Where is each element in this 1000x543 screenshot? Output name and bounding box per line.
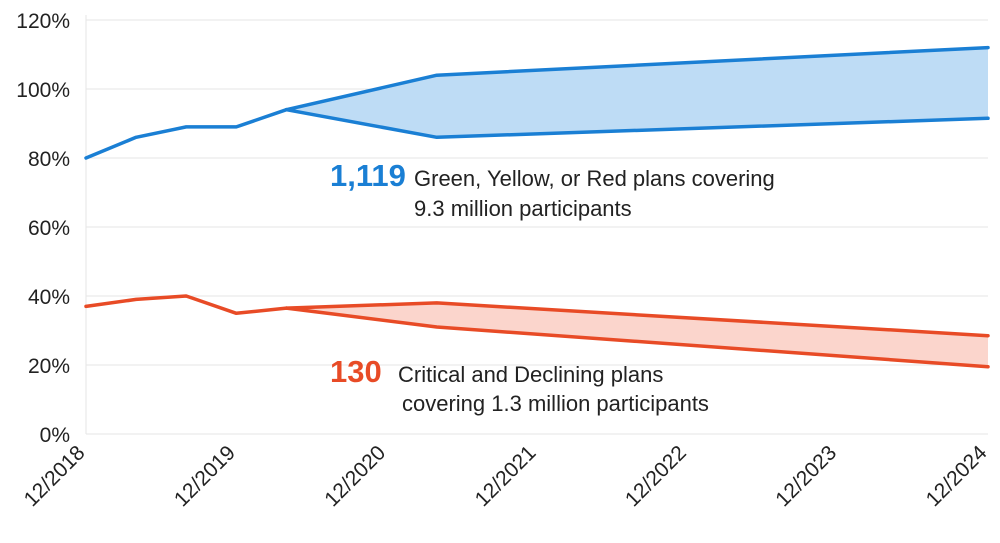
y-tick-label: 20% (28, 355, 70, 378)
y-tick-label: 120% (16, 10, 70, 33)
annotation-number: 1,119 (330, 158, 406, 193)
annotation-line-1: Green, Yellow, or Red plans covering (414, 166, 775, 191)
x-tick-label: 12/2019 (170, 441, 240, 511)
series-line-upper-gyr (284, 45, 990, 112)
projection-bands (286, 47, 988, 367)
x-axis: 12/2018 12/2019 12/2020 12/2021 12/2022 12/20… (20, 441, 992, 511)
x-tick-label: 12/2020 (320, 441, 390, 511)
annotation-number: 130 (330, 354, 382, 389)
y-tick-label: 40% (28, 286, 70, 309)
annotation-line-1: Critical and Declining plans (398, 362, 663, 387)
projection-band-gyr (286, 47, 988, 138)
y-tick-label: 0% (40, 424, 70, 447)
y-tick-label: 60% (28, 217, 70, 240)
annotation-line-2: 9.3 million participants (414, 196, 632, 221)
series-line-history-cd (84, 294, 289, 316)
series-line-lower-gyr (284, 107, 990, 140)
series-lines (84, 45, 990, 369)
annotation-green-yellow-red: 1,119 Green, Yellow, or Red plans coveri… (330, 158, 775, 221)
annotation-line-2: covering 1.3 million participants (402, 391, 709, 416)
x-tick-label: 12/2024 (922, 441, 992, 511)
series-line-lower-cd (284, 306, 990, 369)
y-tick-label: 100% (16, 79, 70, 102)
annotation-critical-declining: 130 Critical and Declining plans coverin… (330, 354, 709, 416)
x-tick-label: 12/2023 (771, 441, 841, 511)
series-line-history-gyr (84, 107, 289, 160)
y-axis: 0% 20% 40% 60% 80% 100% 120% (16, 10, 70, 447)
x-tick-label: 12/2021 (471, 441, 541, 511)
x-tick-label: 12/2018 (20, 441, 90, 511)
series-line-upper-cd (284, 301, 990, 338)
y-tick-label: 80% (28, 148, 70, 171)
x-tick-label: 12/2022 (621, 441, 691, 511)
projection-band-cd (286, 302, 988, 367)
